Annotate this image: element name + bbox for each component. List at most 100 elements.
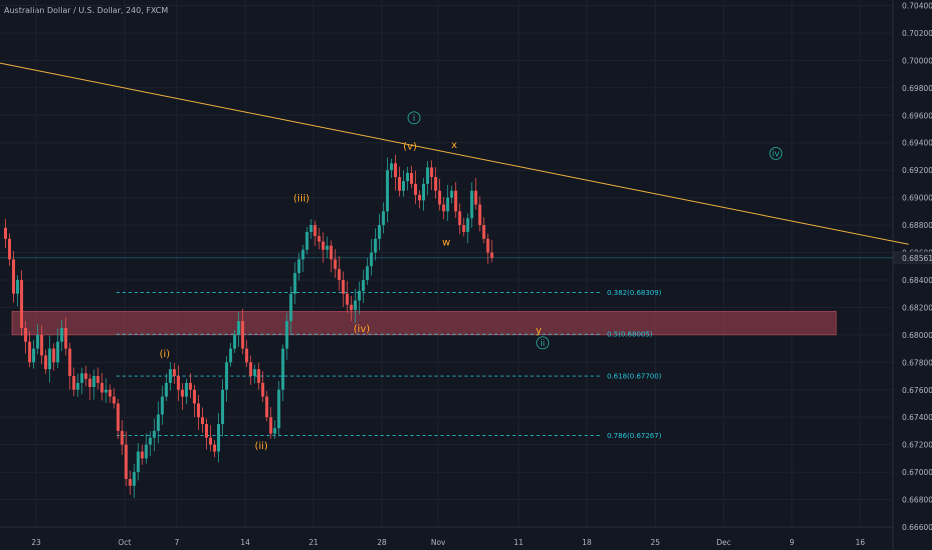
candle-body: [357, 290, 361, 301]
candle-body: [229, 348, 233, 363]
candle-body: [385, 170, 389, 212]
candle-body: [333, 259, 337, 269]
candle-body: [100, 382, 104, 393]
y-tick-label: 0.68800: [902, 221, 932, 230]
candle-body: [192, 389, 196, 404]
candle-body: [237, 321, 241, 335]
candle-body: [148, 437, 152, 445]
candle-body: [289, 293, 293, 322]
candle-body: [108, 389, 112, 397]
candle-body: [88, 378, 92, 388]
candle-body: [16, 279, 20, 294]
candle-body: [329, 245, 333, 260]
candle-body: [353, 300, 357, 311]
candle-body: [104, 389, 108, 393]
candle-body: [297, 259, 301, 274]
candle-body: [225, 362, 229, 390]
last-price-tag: [893, 251, 932, 265]
candle-body: [349, 304, 353, 311]
candle-body: [418, 194, 422, 201]
x-tick-label: 28: [377, 538, 387, 547]
candle-body: [221, 389, 225, 425]
candle-body: [176, 376, 180, 390]
y-tick-label: 0.66800: [902, 496, 932, 505]
candle-body: [321, 241, 325, 250]
candle-body: [44, 355, 48, 370]
candle-body: [20, 279, 24, 329]
wave-label-major: i: [413, 114, 416, 124]
candle-body: [245, 348, 249, 363]
candle-body: [116, 403, 120, 431]
wave-circle: [769, 147, 783, 160]
candle-body: [32, 348, 36, 363]
wave-circle: [536, 336, 550, 350]
wave-label-major: ii: [540, 339, 545, 349]
candle-body: [24, 328, 28, 342]
candle-body: [124, 444, 128, 479]
candle-body: [200, 417, 204, 425]
y-tick-label: 0.68200: [902, 303, 932, 312]
fib-label-0.5: 0.5(0.68005): [607, 331, 653, 339]
candle-body: [442, 204, 446, 212]
wave-label-minor: x: [451, 140, 457, 151]
y-tick-label: 0.69400: [902, 139, 932, 148]
candle-body: [80, 373, 84, 383]
candle-body: [446, 197, 450, 212]
x-tick-label: 21: [309, 538, 319, 547]
fib-label-0.786: 0.786(0.67267): [607, 432, 662, 440]
x-tick-label: Oct: [118, 538, 131, 547]
x-tick-label: Dec: [716, 538, 731, 547]
wave-label-minor: (iii): [293, 194, 309, 205]
y-tick-label: 0.68000: [902, 331, 932, 340]
candle-body: [168, 369, 172, 383]
candle-body: [397, 177, 401, 191]
candle-body: [8, 238, 12, 260]
wave-label-minor: (i): [160, 349, 171, 360]
candle-body: [136, 451, 140, 473]
candle-body: [482, 225, 486, 239]
y-tick-label: 0.67600: [902, 386, 932, 395]
candle-body: [205, 424, 208, 438]
y-tick-label: 0.70400: [902, 1, 932, 10]
candle-body: [361, 279, 365, 291]
x-tick-label: 9: [790, 538, 795, 547]
y-tick-label: 0.69800: [902, 84, 932, 93]
candle-body: [438, 190, 442, 205]
candle-body: [132, 472, 136, 486]
trendline: [0, 62, 909, 245]
candle-body: [345, 293, 349, 305]
candle-body: [466, 218, 470, 232]
wave-label-minor: y: [536, 325, 542, 336]
candle-body: [184, 382, 188, 397]
candle-body: [84, 373, 88, 379]
candle-body: [430, 167, 434, 178]
candle-body: [233, 334, 237, 349]
y-tick-label: 0.67000: [902, 468, 932, 477]
last-price-label: 0.68561: [902, 254, 932, 263]
candle-body: [462, 225, 466, 232]
candle-body: [277, 389, 281, 429]
candle-body: [373, 238, 377, 253]
y-tick-label: 0.69200: [902, 166, 932, 175]
candle-body: [68, 348, 72, 377]
candle-body: [164, 382, 168, 397]
candle-body: [478, 204, 482, 226]
wave-label-minor: (ii): [255, 441, 268, 452]
candle-body: [393, 163, 397, 178]
candle-body: [60, 328, 64, 342]
candle-body: [337, 268, 341, 280]
candle-body: [422, 183, 426, 201]
candle-body: [156, 414, 160, 431]
x-tick-label: 18: [582, 538, 592, 547]
candle-body: [309, 225, 313, 232]
candle-body: [56, 341, 60, 363]
candle-body: [188, 382, 192, 390]
candle-body: [217, 424, 221, 452]
candle-body: [281, 348, 285, 390]
candle-body: [112, 396, 116, 404]
candle-body: [401, 181, 405, 191]
candle-body: [249, 362, 253, 377]
candle-body: [28, 341, 32, 363]
candle-body: [241, 321, 245, 349]
